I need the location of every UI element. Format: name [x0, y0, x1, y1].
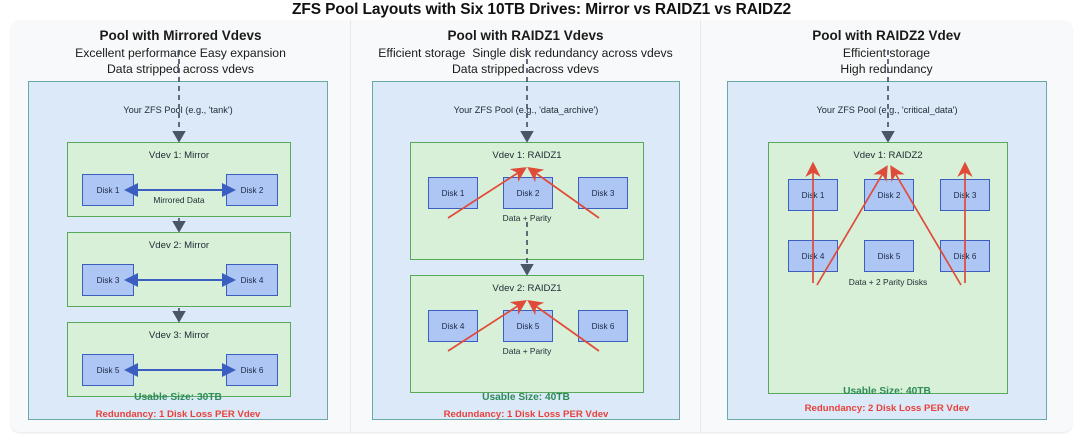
vdev-box: Vdev 2: Mirror Disk 3 Disk 4	[67, 232, 291, 307]
panel-subtitle-2: Data stripped across vdevs	[452, 62, 599, 76]
vdev-box: Vdev 1: RAIDZ2 Disk 1 Disk 2 Disk 3 Disk…	[768, 142, 1008, 394]
panel-subtitle-1: Excellent performance Easy expansion	[75, 46, 286, 60]
disk-box: Disk 1	[428, 177, 478, 209]
redundancy-label: Redundancy: 1 Disk Loss PER Vdev	[443, 409, 609, 420]
vdev-box: Vdev 3: Mirror Disk 5 Disk 6	[67, 322, 291, 397]
page-title: ZFS Pool Layouts with Six 10TB Drives: M…	[291, 1, 792, 18]
usable-size-label: Usable Size: 40TB	[482, 392, 570, 403]
redundancy-label: Redundancy: 1 Disk Loss PER Vdev	[95, 409, 261, 420]
vdev-box: Vdev 1: RAIDZ1 Disk 1 Disk 2 Disk 3 Data…	[410, 142, 644, 260]
disk-box: Disk 4	[788, 240, 838, 272]
panel-raidz1-vdevs: Pool with RAIDZ1 Vdevs Efficient storage…	[351, 20, 700, 432]
panel-heading: Pool with RAIDZ2 Vdev	[812, 28, 961, 43]
panel-divider	[350, 20, 351, 432]
pool-label: Your ZFS Pool (e.g., 'data_archive')	[453, 105, 599, 115]
disk-box: Disk 6	[940, 240, 990, 272]
pool-label: Your ZFS Pool (e.g., 'critical_data')	[816, 105, 958, 115]
vdev-label: Vdev 1: RAIDZ2	[853, 150, 923, 161]
vdev-box: Vdev 1: Mirror Disk 1 Disk 2 Mirrored Da…	[67, 142, 291, 217]
disk-box: Disk 6	[226, 354, 278, 386]
disk-box: Disk 1	[788, 179, 838, 211]
pool-label: Your ZFS Pool (e.g., 'tank')	[123, 105, 233, 115]
pool-box: Your ZFS Pool (e.g., 'tank') Vdev 1: Mir…	[28, 50, 328, 420]
disk-box: Disk 3	[940, 179, 990, 211]
pool-box: Your ZFS Pool (e.g., 'data_archive') Vde…	[372, 50, 680, 420]
disk-box: Disk 4	[428, 310, 478, 342]
pool-box: Your ZFS Pool (e.g., 'critical_data') Vd…	[727, 50, 1047, 420]
vdev-note: Data + Parity	[502, 213, 552, 223]
disk-box: Disk 4	[226, 264, 278, 296]
vdev-label: Vdev 2: Mirror	[148, 240, 210, 251]
usable-size-label: Usable Size: 40TB	[843, 386, 931, 397]
panel-heading: Pool with RAIDZ1 Vdevs	[447, 28, 604, 43]
disk-box: Disk 5	[503, 310, 553, 342]
vdev-note: Data + 2 Parity Disks	[848, 277, 928, 287]
vdev-box: Vdev 2: RAIDZ1 Disk 4 Disk 5 Disk 6 Data…	[410, 275, 644, 393]
panel-subtitle-1: Efficient storage	[842, 46, 931, 60]
disk-box: Disk 6	[578, 310, 628, 342]
disk-box: Disk 5	[864, 240, 914, 272]
disk-box: Disk 2	[864, 179, 914, 211]
vdev-note: Mirrored Data	[153, 195, 205, 205]
panel-raidz2-vdev: Pool with RAIDZ2 Vdev Efficient storage …	[701, 20, 1072, 432]
panel-subtitle-2: Data stripped across vdevs	[107, 62, 254, 76]
vdev-label: Vdev 1: RAIDZ1	[492, 150, 562, 161]
disk-box: Disk 3	[578, 177, 628, 209]
disk-box: Disk 3	[82, 264, 134, 296]
panel-subtitle-2: High redundancy	[840, 62, 933, 76]
figure-card: Pool with Mirrored Vdevs Excellent perfo…	[11, 20, 1072, 432]
vdev-label: Vdev 1: Mirror	[148, 150, 210, 161]
redundancy-label: Redundancy: 2 Disk Loss PER Vdev	[804, 403, 970, 414]
disk-box: Disk 2	[503, 177, 553, 209]
panel-divider	[700, 20, 701, 432]
vdev-note: Data + Parity	[502, 346, 552, 356]
usable-size-label: Usable Size: 30TB	[134, 392, 222, 403]
vdev-label: Vdev 3: Mirror	[148, 330, 210, 341]
panel-mirrored-vdevs: Pool with Mirrored Vdevs Excellent perfo…	[11, 20, 350, 432]
panel-heading: Pool with Mirrored Vdevs	[99, 28, 262, 43]
disk-box: Disk 5	[82, 354, 134, 386]
panel-subtitle-1: Efficient storage Single disk redundancy…	[378, 46, 673, 60]
vdev-label: Vdev 2: RAIDZ1	[492, 283, 562, 294]
